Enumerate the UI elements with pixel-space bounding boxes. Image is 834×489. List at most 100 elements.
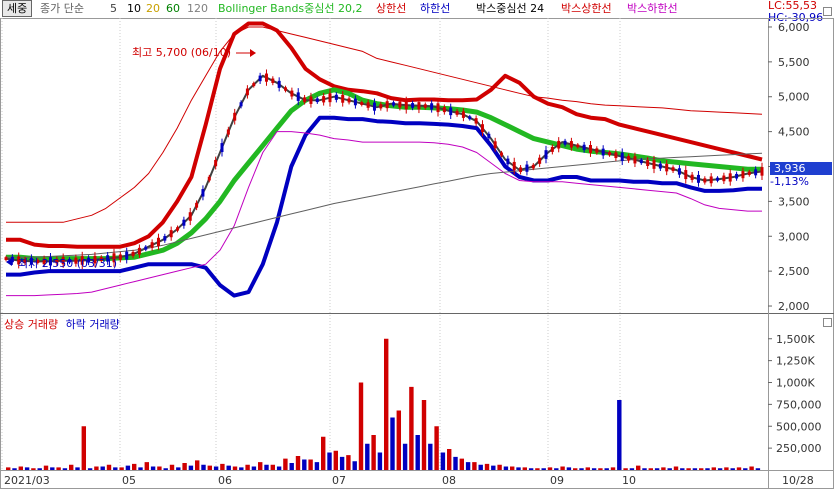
volume-bar-down [440,452,446,470]
price-change: -1,13% [770,175,809,188]
box-center-label[interactable]: 박스중심선 24 [476,2,545,15]
volume-bar-down [163,468,168,470]
volume-bar-down [314,462,320,470]
volume-bar-up [346,455,351,470]
candle-body [68,258,72,263]
candle-body [290,90,294,97]
candle-body [608,152,612,156]
ma-20-label[interactable]: 20 [146,2,160,15]
box-lower-label[interactable]: 박스하한선 [627,2,678,15]
volume-bar-up [736,467,742,470]
candle-body [176,227,180,231]
collapse-price-pane-icon[interactable] [823,7,832,16]
volume-bar-up [182,463,187,470]
volume-bar-down [402,443,408,470]
volume-bar-down [264,464,269,470]
candle-body [709,176,713,184]
x-tick-label: 06 [218,474,232,487]
down-volume-label[interactable]: 하락 거래량 [65,318,120,331]
volume-bar-up [636,465,641,470]
low-arrow-head [6,258,12,266]
volume-bar-up [270,464,276,470]
candle-body [220,143,224,153]
volume-bar-up [157,466,162,470]
candle-body [195,202,199,208]
candle-body [4,257,8,260]
volume-bar-down [629,468,635,470]
box-upper-label[interactable]: 박스상한선 [561,2,612,15]
collapse-volume-pane-icon[interactable] [823,318,832,327]
volume-tick-label: 500,000 [776,420,822,433]
volume-bar-down [554,468,559,470]
volume-bar-down [176,467,181,470]
candle-body [42,258,46,265]
volume-bar-up [43,465,49,470]
candle-body [703,178,707,183]
ma-5-label[interactable]: 5 [110,2,117,15]
volume-bar-down [226,465,231,470]
bollinger-label[interactable]: Bollinger Bands중심선 20,2 [218,2,363,15]
volume-bar-up [573,468,578,470]
volume-bar-up [409,386,414,470]
candle-body [334,94,338,100]
price-tick-label: 5,500 [778,56,810,69]
volume-bar-down [465,462,471,470]
volume-bar-down [717,468,723,470]
candle-body [601,148,605,156]
up-volume-label[interactable]: 상승 거래량 [4,318,59,331]
volume-bar-down [730,468,735,470]
candle-body [245,88,249,96]
candle-body [519,167,523,173]
sejung-button[interactable]: 세중 [2,0,33,17]
volume-bar-down [289,463,294,470]
candle-body [595,148,599,153]
candle-body [569,141,573,148]
volume-bar-down [62,468,68,470]
series-line [6,152,763,258]
candle-body [716,177,720,181]
upper-band-label[interactable]: 상한선 [376,2,407,15]
volume-tick-label: 250,000 [776,442,822,455]
candle-body [61,257,65,265]
candle-body [411,103,415,108]
candle-body [430,103,434,110]
volume-bar-down [150,466,156,470]
series-line [6,131,762,297]
candle-body [150,242,154,248]
ma-60-label[interactable]: 60 [166,2,180,15]
lower-band-label[interactable]: 하한선 [420,2,451,15]
candle-body [239,102,243,107]
candle-body [131,251,135,257]
volume-bar-up [195,460,200,470]
ma-10-label[interactable]: 10 [127,2,141,15]
volume-bar-up [434,426,439,470]
volume-bar-down [541,468,546,470]
candle-body [512,161,516,171]
candle-body [284,87,288,91]
candle-body [360,102,364,105]
candle-body [169,230,173,238]
candle-body [201,189,205,197]
candle-body [366,102,370,108]
candle-body [106,255,110,262]
candle-body [29,257,33,265]
candle-body [455,110,459,115]
candle-body [722,175,726,182]
candle-body [296,92,300,101]
candle-body [658,163,662,169]
volume-bar-down [12,468,17,470]
candle-body [271,78,275,83]
series-line [6,26,763,223]
candle-body [36,259,40,263]
ma-120-label[interactable]: 120 [187,2,208,15]
candle-body [468,116,472,120]
volume-bar-up [598,468,603,470]
candle-body [506,158,510,165]
candle-body [474,118,478,124]
volume-bar-up [396,410,402,470]
hc-value: HC:-30,96 [768,11,824,24]
volume-bar-up [686,468,691,470]
candle-body [525,164,529,172]
volume-bar-up [547,467,553,470]
